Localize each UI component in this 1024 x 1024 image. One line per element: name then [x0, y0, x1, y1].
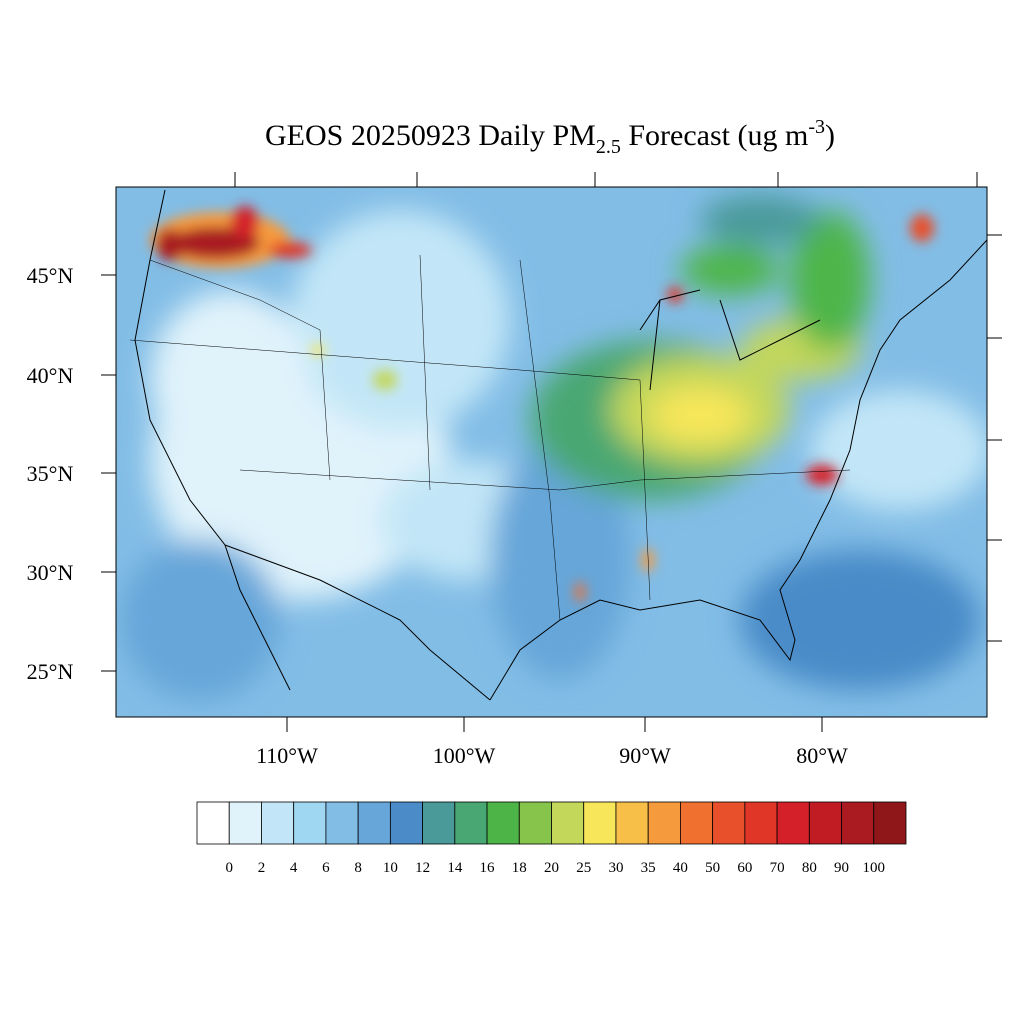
title-subscript: 2.5 [596, 136, 621, 158]
lat-label: 45°N [27, 263, 74, 288]
colorbar-box [196, 801, 230, 845]
title-end: ) [825, 119, 835, 152]
colorbar-box [325, 801, 359, 845]
colorbar-box [551, 801, 585, 845]
colorbar-label: 50 [705, 860, 720, 876]
colorbar-label: 12 [415, 860, 430, 876]
colorbar-label: 25 [576, 860, 591, 876]
title-superscript: -3 [808, 116, 825, 138]
colorbar-label: 60 [737, 860, 752, 876]
colorbar-box [873, 801, 907, 845]
colorbar-box [422, 801, 456, 845]
colorbar-box [486, 801, 520, 845]
title: GEOS 20250923 Daily PM2.5 Forecast (ug m… [265, 116, 835, 158]
colorbar-label: 70 [770, 860, 785, 876]
frame-ticks [101, 172, 1002, 732]
colorbar-box [744, 801, 778, 845]
colorbar-label: 80 [802, 860, 817, 876]
colorbar-box [680, 801, 714, 845]
colorbar-label: 16 [480, 860, 496, 876]
colorbar-label: 18 [512, 860, 527, 876]
lat-label: 25°N [27, 659, 74, 684]
lat-label: 40°N [27, 363, 74, 388]
title-main: GEOS 20250923 Daily PM [265, 119, 596, 152]
colorbar-box [583, 801, 617, 845]
colorbar-label: 35 [641, 860, 656, 876]
colorbar-box [518, 801, 552, 845]
colorbar-box [357, 801, 391, 845]
colorbar-label: 6 [322, 860, 330, 876]
colorbar-box [615, 801, 649, 845]
colorbar-label: 2 [258, 860, 266, 876]
lon-label: 110°W [256, 743, 318, 768]
colorbar-label: 14 [447, 860, 463, 876]
lon-label: 90°W [619, 743, 671, 768]
colorbar-box [841, 801, 875, 845]
colorbar-box [389, 801, 423, 845]
colorbar-label: 20 [544, 860, 559, 876]
map-field [116, 187, 987, 717]
lat-label: 30°N [27, 560, 74, 585]
colorbar-label: 4 [290, 860, 298, 876]
colorbar-label: 8 [354, 860, 362, 876]
title-middle: Forecast (ug m [621, 119, 808, 152]
colorbar-label: 40 [673, 860, 688, 876]
colorbar-box [712, 801, 746, 845]
colorbar-box [261, 801, 295, 845]
lat-label: 35°N [27, 461, 74, 486]
map-frame [115, 186, 988, 718]
colorbar-box [293, 801, 327, 845]
lon-label: 80°W [796, 743, 848, 768]
colorbar-label: 10 [383, 860, 398, 876]
colorbar-label: 30 [608, 860, 623, 876]
colorbar-label: 90 [834, 860, 849, 876]
colorbar-box [647, 801, 681, 845]
colorbar-box [776, 801, 810, 845]
colorbar-label: 100 [863, 860, 886, 876]
lon-label: 100°W [433, 743, 496, 768]
colorbar-box [228, 801, 262, 845]
colorbar-label: 0 [225, 860, 233, 876]
colorbar-box [808, 801, 842, 845]
colorbar-box [454, 801, 488, 845]
